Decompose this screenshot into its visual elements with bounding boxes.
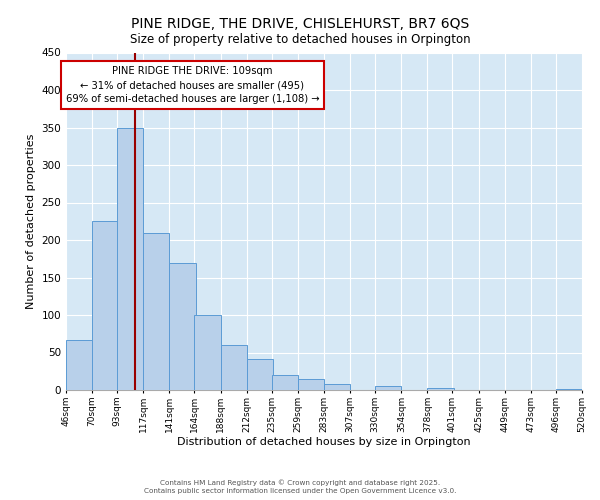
Bar — [92, 221, 118, 390]
Bar — [194, 315, 221, 390]
Bar — [324, 384, 350, 390]
Bar — [143, 232, 169, 390]
Bar — [169, 262, 196, 390]
Text: PINE RIDGE, THE DRIVE, CHISLEHURST, BR7 6QS: PINE RIDGE, THE DRIVE, CHISLEHURST, BR7 … — [131, 18, 469, 32]
Bar — [117, 128, 143, 390]
Bar — [221, 345, 247, 390]
Bar — [556, 388, 582, 390]
Bar — [375, 386, 401, 390]
X-axis label: Distribution of detached houses by size in Orpington: Distribution of detached houses by size … — [177, 438, 471, 448]
Text: Contains HM Land Registry data © Crown copyright and database right 2025.
Contai: Contains HM Land Registry data © Crown c… — [144, 480, 456, 494]
Bar — [298, 379, 324, 390]
Text: PINE RIDGE THE DRIVE: 109sqm
← 31% of detached houses are smaller (495)
69% of s: PINE RIDGE THE DRIVE: 109sqm ← 31% of de… — [65, 66, 319, 104]
Bar — [247, 358, 273, 390]
Bar — [272, 375, 298, 390]
Bar — [427, 388, 454, 390]
Text: Size of property relative to detached houses in Orpington: Size of property relative to detached ho… — [130, 32, 470, 46]
Bar — [66, 340, 92, 390]
Y-axis label: Number of detached properties: Number of detached properties — [26, 134, 36, 309]
